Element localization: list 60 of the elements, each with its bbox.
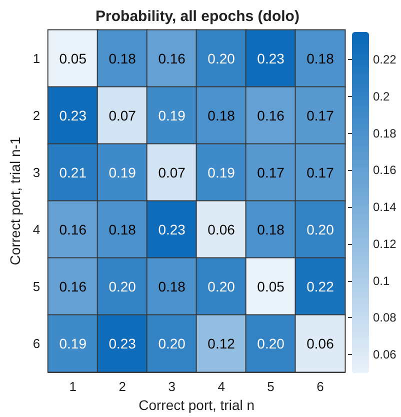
data-label: 0.06 — [306, 336, 334, 352]
y-tick-label: 5 — [32, 279, 40, 294]
data-label: 0.05 — [59, 50, 87, 66]
color-bar-label: 0.2 — [373, 90, 390, 104]
x-tick-label: 4 — [218, 379, 225, 394]
color-bar-label: 0.18 — [373, 126, 397, 140]
x-tick-label: 2 — [118, 379, 126, 394]
data-label: 0.07 — [158, 164, 186, 180]
data-label: 0.20 — [108, 278, 136, 294]
data-label: 0.17 — [306, 108, 334, 124]
x-axis-title: Correct port, trial n — [138, 396, 255, 413]
data-label: 0.23 — [108, 336, 136, 352]
chart-title: Probability, all epochs (dolo) — [96, 8, 300, 25]
y-tick-label: 2 — [32, 108, 40, 123]
color-bar-label: 0.08 — [373, 310, 397, 325]
x-tick-label: 1 — [69, 379, 76, 394]
y-axis-title: Correct port, trial n-1 — [7, 136, 23, 266]
data-label: 0.16 — [257, 108, 285, 124]
data-label: 0.19 — [158, 108, 186, 124]
color-bar-label: 0.06 — [373, 348, 397, 362]
data-label: 0.20 — [306, 222, 334, 238]
data-label: 0.20 — [158, 336, 186, 352]
color-bar-label: 0.16 — [373, 163, 397, 178]
color-bar-label: 0.14 — [373, 200, 397, 214]
data-label: 0.12 — [208, 336, 236, 352]
color-bar-label: 0.1 — [373, 274, 390, 288]
data-label: 0.17 — [257, 164, 285, 180]
data-label: 0.23 — [257, 50, 285, 66]
color-bar-label: 0.22 — [373, 52, 397, 67]
x-tick-label: 3 — [168, 379, 176, 394]
y-tick-label: 1 — [32, 51, 40, 66]
data-label: 0.07 — [108, 108, 136, 124]
data-label: 0.16 — [59, 222, 87, 238]
x-tick-label: 6 — [316, 379, 324, 394]
data-label: 0.23 — [158, 222, 186, 238]
data-label: 0.06 — [208, 222, 236, 238]
data-label: 0.19 — [59, 336, 87, 352]
data-label: 0.18 — [108, 50, 136, 66]
data-label: 0.05 — [257, 278, 285, 294]
data-label: 0.21 — [59, 164, 87, 180]
data-label: 0.18 — [208, 108, 236, 124]
data-label: 0.19 — [108, 164, 136, 180]
data-label: 0.20 — [208, 278, 236, 294]
x-tick-label: 5 — [267, 379, 274, 394]
color-bar-label: 0.12 — [373, 236, 397, 251]
data-label: 0.16 — [158, 50, 186, 66]
y-tick-label: 6 — [32, 336, 40, 351]
data-label: 0.23 — [59, 108, 87, 124]
data-label: 0.20 — [208, 50, 236, 66]
y-tick-label: 4 — [32, 222, 40, 237]
data-label: 0.20 — [257, 336, 285, 352]
data-label: 0.18 — [158, 278, 186, 294]
data-label: 0.22 — [306, 278, 334, 294]
data-label: 0.18 — [306, 50, 334, 66]
data-label: 0.17 — [306, 164, 334, 180]
data-label: 0.16 — [59, 278, 87, 294]
y-tick-label: 3 — [32, 165, 40, 180]
data-label: 0.18 — [108, 222, 136, 238]
data-label: 0.19 — [208, 164, 236, 180]
data-label: 0.18 — [257, 222, 285, 238]
